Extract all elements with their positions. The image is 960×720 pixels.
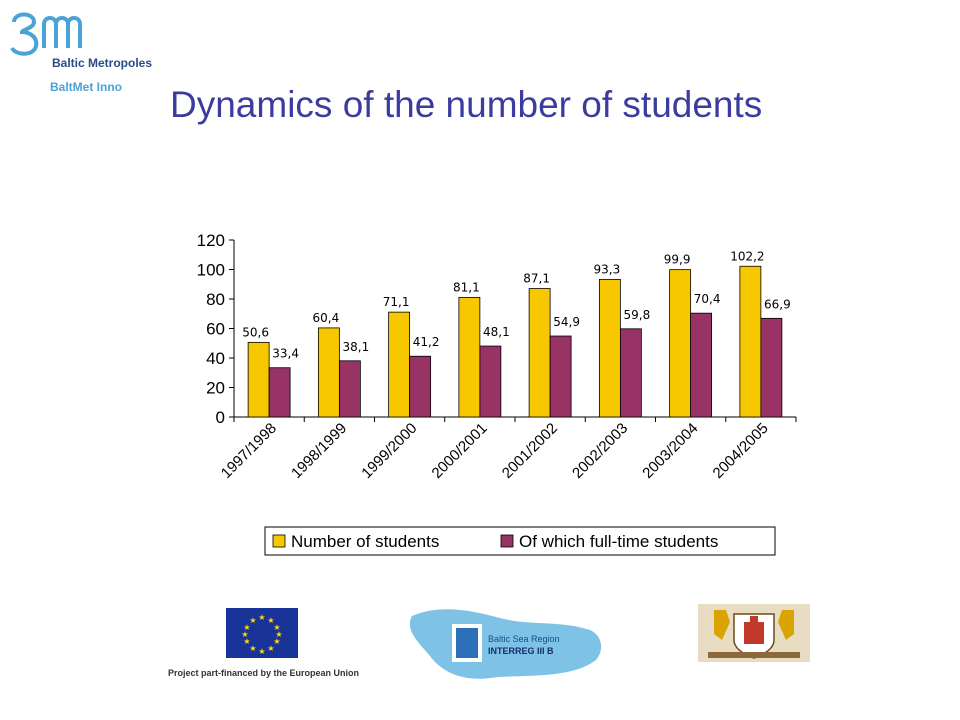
data-label: 48,1 xyxy=(483,325,510,339)
data-label: 81,1 xyxy=(453,280,480,294)
page-title: Dynamics of the number of students xyxy=(170,84,763,125)
y-tick-label: 20 xyxy=(206,379,225,398)
legend-label: Number of students xyxy=(291,532,439,551)
y-tick-label: 40 xyxy=(206,349,225,368)
x-tick-label: 1997/1998 xyxy=(218,420,280,482)
data-label: 59,8 xyxy=(624,308,651,322)
y-tick-label: 120 xyxy=(197,231,225,250)
eu-flag-icon: ★ ★ ★ ★ ★ ★ ★ ★ ★ ★ ★ ★ xyxy=(226,608,298,658)
interreg-line1: Baltic Sea Region xyxy=(488,634,560,644)
bar-full-time xyxy=(760,317,783,418)
data-label: 41,2 xyxy=(413,335,440,349)
footer-graphics: ★ ★ ★ ★ ★ ★ ★ ★ ★ ★ ★ ★ Baltic Sea Regio… xyxy=(226,604,810,679)
legend-swatch xyxy=(500,534,514,548)
svg-text:★: ★ xyxy=(243,637,250,646)
svg-text:★: ★ xyxy=(267,616,274,625)
data-label: 87,1 xyxy=(523,272,550,286)
bar-full-time xyxy=(338,360,361,418)
bar-students xyxy=(458,296,481,418)
svg-text:★: ★ xyxy=(241,630,248,639)
legend-box xyxy=(264,526,776,556)
y-tick-label: 60 xyxy=(206,320,225,339)
interreg-logo-icon: Baltic Sea Region INTERREG III B xyxy=(409,609,602,679)
bar-full-time xyxy=(690,312,713,418)
bar-students xyxy=(388,311,411,418)
y-tick-label: 100 xyxy=(197,261,225,280)
bar-full-time xyxy=(268,367,291,418)
logo-subtitle: BaltMet Inno xyxy=(50,80,122,94)
svg-text:★: ★ xyxy=(273,637,280,646)
x-tick-label: 2003/2004 xyxy=(639,420,701,482)
x-tick-label: 2000/2001 xyxy=(429,420,491,482)
svg-text:★: ★ xyxy=(249,616,256,625)
data-label: 66,9 xyxy=(764,297,791,311)
data-label: 54,9 xyxy=(553,315,580,329)
x-tick-label: 1998/1999 xyxy=(288,420,350,482)
x-tick-label: 2002/2003 xyxy=(569,420,631,482)
svg-text:★: ★ xyxy=(249,644,256,653)
data-label: 38,1 xyxy=(343,340,370,354)
bar-full-time xyxy=(479,345,502,418)
eu-caption: Project part-financed by the European Un… xyxy=(168,668,360,678)
bar-students xyxy=(739,265,762,418)
y-tick-label: 0 xyxy=(216,408,225,427)
x-tick-label: 2001/2002 xyxy=(499,420,561,482)
bm-logo-icon xyxy=(10,12,82,56)
bar-full-time xyxy=(619,328,642,418)
data-label: 71,1 xyxy=(383,295,410,309)
svg-text:★: ★ xyxy=(243,623,250,632)
svg-text:★: ★ xyxy=(258,647,265,656)
x-tick-label: 1999/2000 xyxy=(358,420,420,482)
bar-students xyxy=(669,269,692,418)
svg-text:★: ★ xyxy=(267,644,274,653)
x-tick-label: 2004/2005 xyxy=(710,420,772,482)
data-label: 70,4 xyxy=(694,292,721,306)
coat-of-arms-icon xyxy=(698,604,810,662)
bar-students xyxy=(598,278,621,418)
legend-label: Of which full-time students xyxy=(519,532,718,551)
svg-text:★: ★ xyxy=(258,613,265,622)
footer-logos: ★ ★ ★ ★ ★ ★ ★ ★ ★ ★ ★ ★ Baltic Sea Regio… xyxy=(0,600,960,700)
bar-full-time xyxy=(549,335,572,418)
bar-students xyxy=(247,341,270,418)
bar-students xyxy=(528,288,551,418)
data-label: 60,4 xyxy=(313,311,340,325)
baltic-metropoles-logo xyxy=(8,8,168,104)
data-label: 33,4 xyxy=(272,347,299,361)
data-label: 93,3 xyxy=(594,262,621,276)
bar-students xyxy=(317,327,340,418)
data-label: 99,9 xyxy=(664,253,691,267)
svg-text:★: ★ xyxy=(273,623,280,632)
bar-full-time xyxy=(409,355,432,418)
interreg-line2: INTERREG III B xyxy=(488,646,554,656)
legend-swatch xyxy=(272,534,286,548)
svg-text:★: ★ xyxy=(275,630,282,639)
data-label: 102,2 xyxy=(730,249,764,263)
logo-name: Baltic Metropoles xyxy=(52,56,153,70)
bar-chart: 0 20 40 60 80 100 120 50,633,4 1997/1998 60,4 38,… xyxy=(197,231,797,556)
data-label: 50,6 xyxy=(242,325,269,339)
y-tick-label: 80 xyxy=(206,290,225,309)
